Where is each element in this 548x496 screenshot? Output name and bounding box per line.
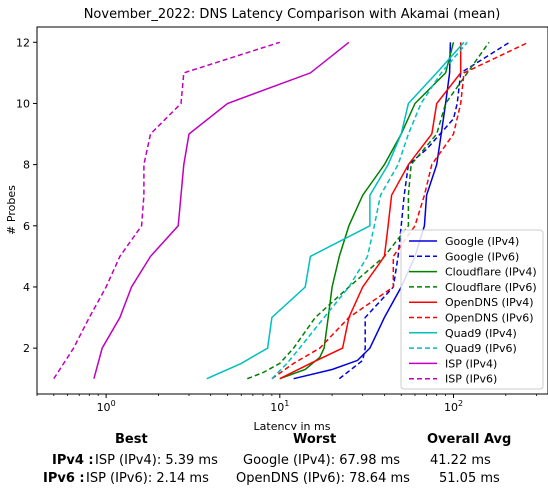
summary-header-best: Best: [115, 432, 148, 447]
x-axis-label: Latency in ms: [254, 420, 331, 430]
summary-row-ipv6-avg: 51.05 ms: [439, 471, 500, 486]
series-line-6: [206, 41, 465, 380]
legend-label-4: OpenDNS (IPv4): [445, 296, 534, 309]
chart-title: November_2022: DNS Latency Comparison wi…: [84, 7, 501, 22]
series-line-9: [53, 41, 281, 380]
y-tick-label-4: 10: [16, 97, 30, 110]
legend-label-7: Quad9 (IPv6): [445, 342, 517, 355]
x-tick-label-1: 101: [270, 399, 289, 414]
legend-label-8: ISP (IPv4): [445, 357, 497, 370]
series-line-2: [279, 42, 455, 380]
summary-row-ipv4-label: IPv4 :: [52, 453, 94, 468]
plot-frame: [36, 26, 548, 395]
series-line-8: [93, 41, 350, 379]
series-line-1: [338, 41, 510, 380]
summary-row-ipv4-best: ISP (IPv4): 5.39 ms: [95, 453, 218, 468]
series-line-7: [271, 41, 468, 380]
legend-label-9: ISP (IPv6): [445, 373, 497, 386]
summary-row-ipv6-label: IPv6 :: [43, 471, 85, 486]
y-tick-label-5: 12: [16, 36, 30, 49]
legend-label-2: Cloudflare (IPv4): [445, 266, 537, 279]
legend-label-5: OpenDNS (IPv6): [445, 312, 534, 325]
legend-box: [400, 229, 544, 390]
legend-label-3: Cloudflare (IPv6): [445, 281, 537, 294]
series-line-3: [247, 41, 490, 380]
y-axis-label: # Probes: [5, 185, 18, 235]
y-tick-label-0: 2: [23, 342, 30, 355]
summary-row-ipv6-best: ISP (IPv6): 2.14 ms: [86, 471, 209, 486]
x-tick-label-2: 102: [444, 399, 463, 414]
legend-label-1: Google (IPv6): [445, 250, 519, 263]
summary-row-ipv6-worst: OpenDNS (IPv6): 78.64 ms: [236, 471, 410, 486]
y-tick-label-3: 8: [23, 159, 30, 172]
series-line-5: [271, 41, 529, 380]
legend: Google (IPv4) Google (IPv6) Cloudflare (IP…: [400, 229, 544, 390]
series-line-4: [279, 42, 462, 380]
y-tick-label-2: 6: [23, 220, 30, 233]
y-tick-label-1: 4: [23, 281, 30, 294]
series-lines: [53, 41, 529, 380]
summary-table: Best Worst Overall Avg IPv4 : ISP (IPv4)…: [0, 430, 548, 496]
summary-row-ipv4-avg: 41.22 ms: [430, 453, 491, 468]
latency-chart: November_2022: DNS Latency Comparison wi…: [5, 7, 548, 430]
legend-label-0: Google (IPv4): [445, 235, 519, 248]
summary-header-avg: Overall Avg: [427, 432, 512, 447]
legend-label-6: Quad9 (IPv4): [445, 327, 517, 340]
summary-row-ipv4-worst: Google (IPv4): 67.98 ms: [243, 453, 401, 468]
summary-header-worst: Worst: [293, 432, 337, 447]
x-tick-label-0: 100: [97, 399, 116, 414]
